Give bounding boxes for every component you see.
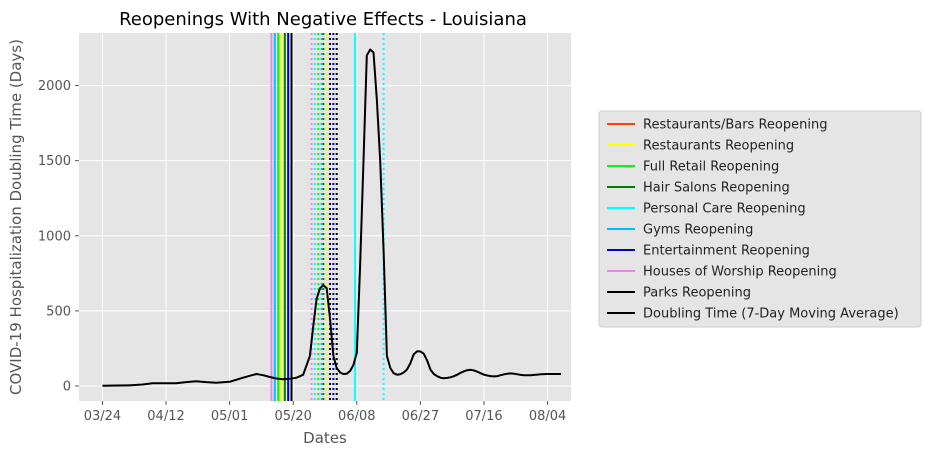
- legend-entry: Hair Salons Reopening: [643, 181, 790, 196]
- reopening-lines: [270, 33, 385, 401]
- y-axis-label: COVID-19 Hospitalization Doubling Time (…: [7, 39, 25, 395]
- y-tick-label: 500: [46, 304, 71, 319]
- legend-entry: Gyms Reopening: [643, 223, 753, 238]
- x-tick-label: 08/04: [529, 409, 566, 424]
- x-tick-label: 06/08: [338, 409, 375, 424]
- grid-lines: [79, 33, 571, 401]
- y-tick-label: 1000: [38, 229, 71, 244]
- legend-box: [598, 110, 922, 328]
- series-line: [102, 48, 561, 387]
- x-tick-label: 03/24: [84, 409, 121, 424]
- legend-entry: Personal Care Reopening: [643, 202, 806, 217]
- legend-entry: Restaurants Reopening: [643, 139, 794, 154]
- x-tick-label: 05/01: [211, 409, 248, 424]
- legend-entry: Houses of Worship Reopening: [643, 265, 837, 280]
- y-axis-ticks: 0 500 1000 1500 2000: [38, 79, 79, 394]
- y-tick-label: 2000: [38, 79, 71, 94]
- legend-entry: Full Retail Reopening: [643, 160, 779, 175]
- legend-entry: Restaurants/Bars Reopening: [643, 118, 827, 133]
- y-tick-label: 0: [63, 379, 71, 394]
- legend: Restaurants/Bars Reopening Restaurants Re…: [598, 110, 922, 328]
- y-tick-label: 1500: [38, 154, 71, 169]
- series-layer: [102, 48, 561, 387]
- legend-entry: Doubling Time (7-Day Moving Average): [643, 307, 899, 322]
- x-tick-label: 05/20: [274, 409, 311, 424]
- plot-area: [79, 33, 571, 401]
- x-axis-ticks: 03/24 04/12 05/01 05/20 06/08 06/27 07/16 08/04: [84, 401, 566, 424]
- legend-entry: Parks Reopening: [643, 286, 751, 301]
- chart-title: Reopenings With Negative Effects - Louis…: [119, 9, 527, 30]
- x-tick-label: 06/27: [402, 409, 439, 424]
- x-axis-label: Dates: [303, 429, 347, 447]
- legend-entry: Entertainment Reopening: [643, 244, 810, 259]
- x-tick-label: 07/16: [465, 409, 502, 424]
- x-tick-label: 04/12: [147, 409, 184, 424]
